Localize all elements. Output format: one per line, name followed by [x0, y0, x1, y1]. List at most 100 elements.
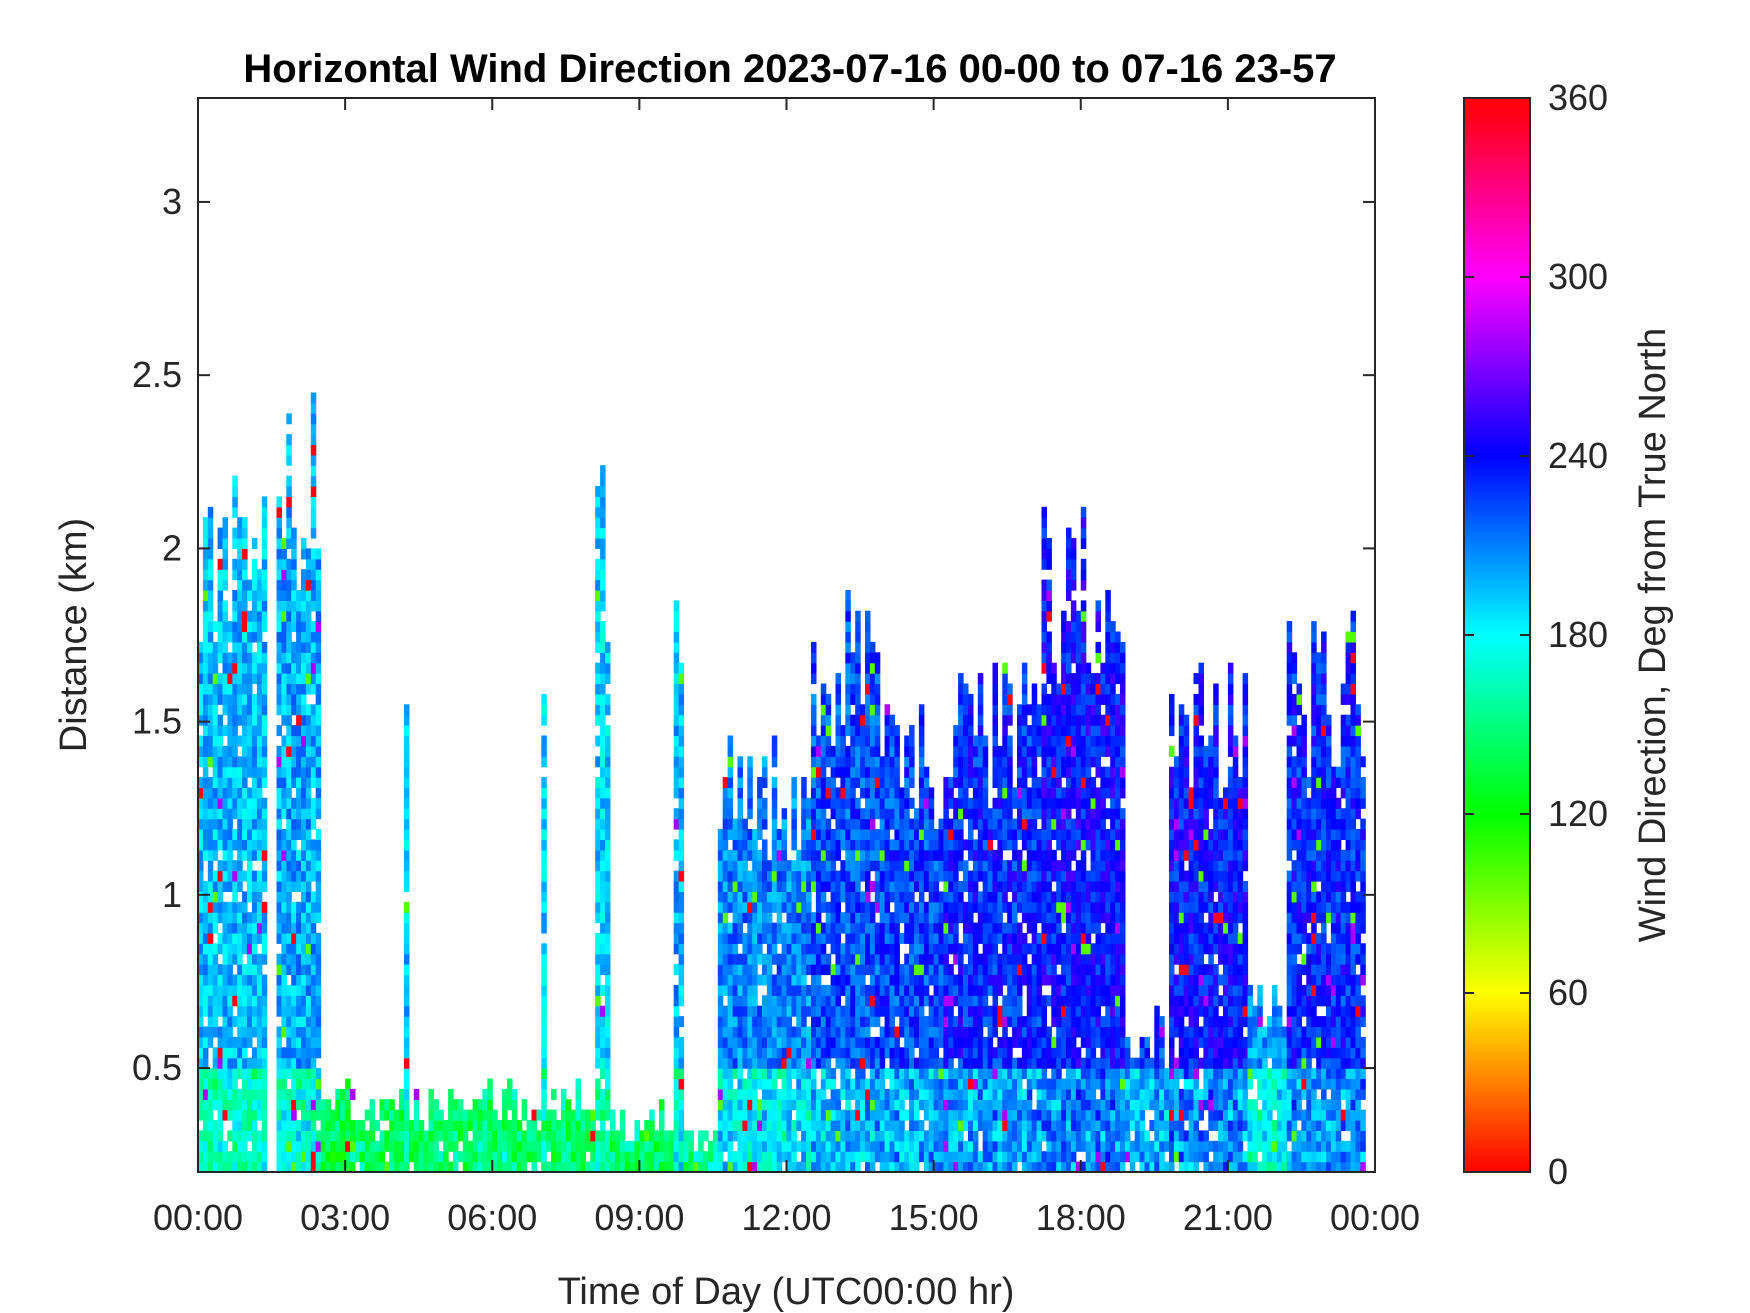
heatmap-cell: [786, 1036, 792, 1048]
heatmap-cell: [1031, 1120, 1038, 1131]
heatmap-cell: [869, 1109, 876, 1121]
heatmap-cell: [350, 1130, 356, 1142]
heatmap-cell: [261, 849, 268, 861]
heatmap-cell: [894, 735, 900, 747]
heatmap-cell: [958, 1047, 964, 1059]
heatmap-cell: [840, 1151, 846, 1163]
heatmap-cell: [256, 1109, 263, 1121]
heatmap-cell: [521, 1099, 528, 1111]
heatmap-cell: [1046, 870, 1052, 882]
heatmap-cell: [889, 974, 895, 986]
heatmap-cell: [242, 1057, 248, 1069]
heatmap-cell: [865, 881, 871, 892]
heatmap-cell: [1046, 974, 1052, 986]
heatmap-cell: [1026, 1140, 1033, 1152]
heatmap-cell: [575, 1151, 582, 1163]
heatmap-cell: [958, 829, 964, 840]
heatmap-cell: [1017, 1130, 1023, 1142]
heatmap-cell: [198, 1016, 204, 1028]
heatmap-cell: [305, 673, 312, 685]
heatmap-cell: [825, 901, 832, 913]
heatmap-cell: [923, 1026, 930, 1038]
heatmap-cell: [595, 1109, 601, 1121]
heatmap-cell: [1002, 1078, 1008, 1090]
heatmap-cell: [232, 777, 238, 788]
heatmap-cell: [918, 704, 925, 716]
heatmap-cell: [222, 1088, 228, 1100]
heatmap-cell: [227, 953, 233, 965]
heatmap-cell: [232, 1099, 238, 1111]
heatmap-cell: [242, 1120, 248, 1131]
heatmap-cell: [595, 1047, 601, 1059]
heatmap-cell: [742, 1161, 748, 1173]
heatmap-cell: [247, 1099, 253, 1111]
heatmap-cell: [806, 881, 812, 892]
heatmap-cell: [943, 964, 949, 976]
heatmap-cell: [884, 725, 891, 737]
heatmap-cell: [855, 714, 861, 726]
heatmap-cell: [242, 683, 248, 695]
heatmap-cell: [242, 725, 248, 737]
heatmap-cell: [286, 652, 292, 664]
heatmap-cell: [727, 1016, 734, 1028]
heatmap-cell: [791, 1151, 797, 1163]
heatmap-cell: [1002, 1151, 1008, 1163]
heatmap-cell: [953, 974, 959, 986]
heatmap-cell: [923, 922, 930, 934]
heatmap-cell: [923, 1057, 930, 1069]
heatmap-cell: [472, 1140, 479, 1152]
heatmap-cell: [899, 1161, 905, 1173]
heatmap-cell: [305, 1161, 312, 1173]
heatmap-cell: [237, 569, 243, 581]
heatmap-cell: [1046, 548, 1052, 560]
heatmap-cell: [590, 1161, 596, 1173]
heatmap-cell: [811, 922, 817, 934]
heatmap-cell: [747, 964, 753, 976]
heatmap-cell: [673, 652, 680, 664]
heatmap-cell: [428, 1109, 434, 1121]
heatmap-cell: [261, 995, 268, 1007]
heatmap-cell: [860, 756, 866, 768]
heatmap-cell: [600, 901, 606, 913]
heatmap-cell: [1051, 995, 1057, 1007]
heatmap-cell: [1017, 870, 1023, 882]
heatmap-cell: [982, 818, 989, 830]
heatmap-cell: [948, 943, 954, 955]
heatmap-cell: [933, 1140, 940, 1152]
heatmap-cell: [874, 787, 881, 799]
heatmap-cell: [227, 683, 233, 695]
heatmap-cell: [953, 932, 959, 944]
heatmap-cell: [727, 1088, 734, 1100]
heatmap-cell: [242, 974, 248, 986]
heatmap-cell: [1056, 1036, 1062, 1048]
heatmap-cell: [860, 1078, 866, 1090]
heatmap-cell: [222, 849, 228, 861]
heatmap-cell: [855, 1161, 861, 1173]
heatmap-cell: [286, 496, 292, 508]
heatmap-cell: [286, 704, 292, 716]
heatmap-cell: [762, 1026, 768, 1038]
heatmap-cell: [305, 974, 312, 986]
heatmap-cell: [1002, 1005, 1008, 1017]
heatmap-cell: [982, 849, 989, 861]
heatmap-cell: [727, 1078, 734, 1090]
heatmap-cell: [492, 1130, 498, 1142]
heatmap-cell: [703, 1151, 709, 1163]
heatmap-cell: [207, 1016, 214, 1028]
heatmap-cell: [202, 548, 209, 560]
heatmap-cell: [869, 1099, 876, 1111]
heatmap-cell: [918, 1088, 925, 1100]
heatmap-cell: [619, 1161, 626, 1173]
heatmap-cell: [742, 1016, 748, 1028]
heatmap-cell: [595, 932, 601, 944]
heatmap-cell: [291, 652, 297, 664]
heatmap-cell: [845, 631, 851, 643]
heatmap-cell: [261, 756, 268, 768]
heatmap-cell: [747, 1057, 753, 1069]
heatmap-cell: [247, 610, 253, 622]
heatmap-cell: [894, 1120, 900, 1131]
heatmap-cell: [894, 984, 900, 996]
heatmap-cell: [242, 673, 248, 685]
heatmap-cell: [958, 1026, 964, 1038]
heatmap-cell: [202, 912, 209, 924]
